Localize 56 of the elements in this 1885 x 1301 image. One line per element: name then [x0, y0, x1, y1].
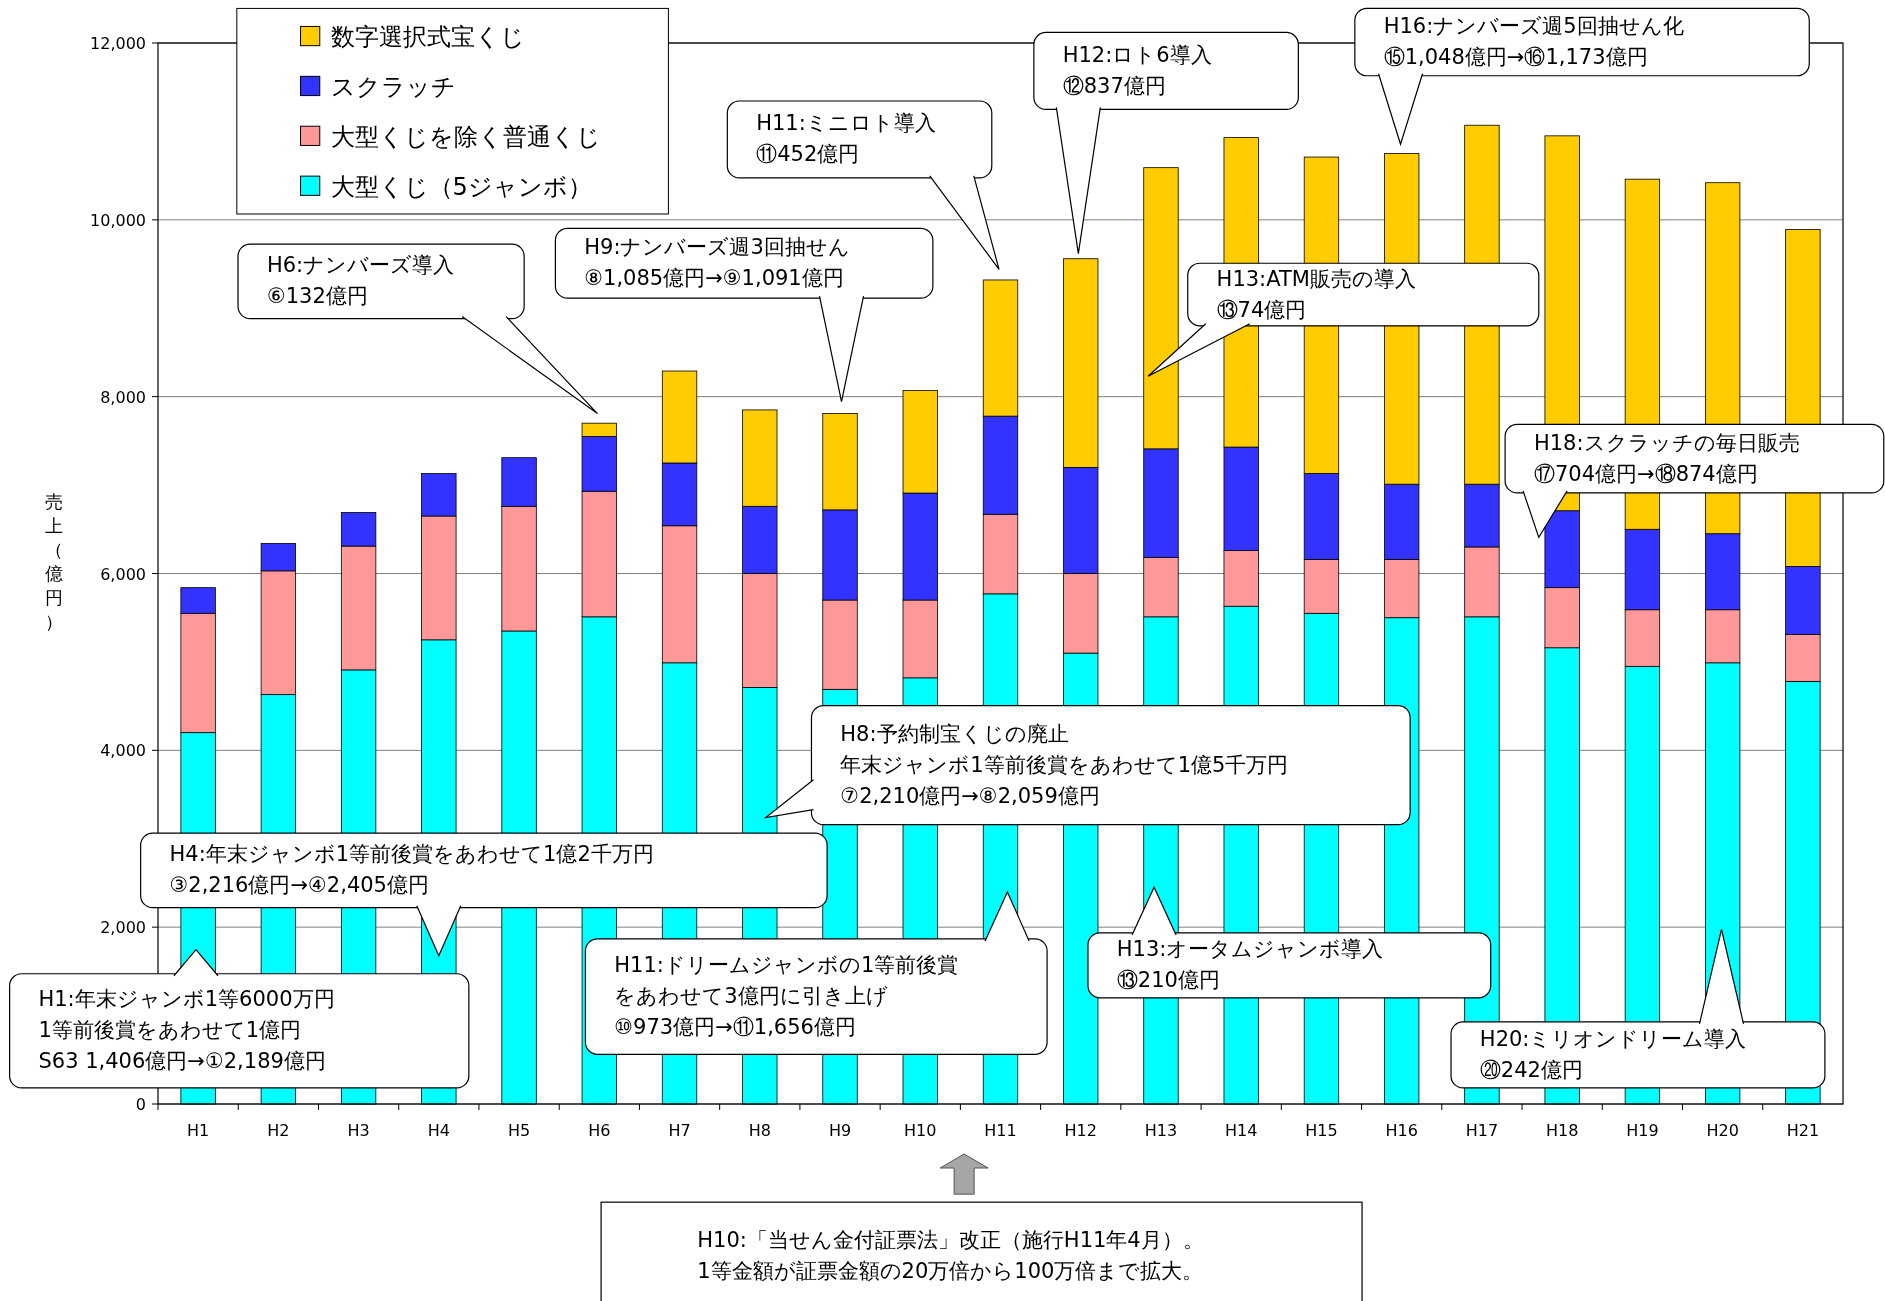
annotation: H1:年末ジャンボ1等6000万円1等前後賞をあわせて1億円S63 1,406億円→①2,189億円 — [38, 987, 335, 1074]
legend-label: 大型くじ（5ジャンボ） — [330, 172, 592, 201]
annotation: H13:ATM販売の導入⑬74億円 — [1147, 262, 1540, 377]
y-tick-label: 0 — [135, 1095, 146, 1114]
x-tick-label: H12 — [1064, 1121, 1097, 1140]
x-tick-label: H15 — [1305, 1121, 1338, 1140]
x-tick-label: H7 — [668, 1121, 691, 1140]
x-tick-label: H20 — [1706, 1121, 1739, 1140]
x-tick-label: H21 — [1786, 1121, 1820, 1140]
x-tick-label: H13 — [1144, 1121, 1178, 1140]
annotation: H20:ミリオンドリーム導入⑳242億円 — [1450, 928, 1826, 1089]
x-tick-label: H16 — [1385, 1121, 1418, 1140]
legend-label: スクラッチ — [330, 72, 456, 101]
annotation: H1:年末ジャンボ1等6000万円1等前後賞をあわせて1億円S63 1,406億円→①2,189億円 — [9, 948, 470, 1089]
x-tick-label: H4 — [427, 1121, 450, 1140]
x-tick-label: H17 — [1465, 1121, 1499, 1140]
y-tick-label: 6,000 — [100, 564, 146, 584]
annotation: H13:ATM販売の導入⑬74億円 — [1216, 266, 1416, 322]
x-tick-label: H1 — [187, 1121, 210, 1140]
annotation: H12:ロト6導入⑫837億円 — [1033, 31, 1299, 255]
legend-label: 大型くじを除く普通くじ — [330, 122, 601, 151]
annotation: H11:ミニロト導入⑪452億円 — [756, 111, 936, 167]
annotation: H9:ナンバーズ週3回抽せん⑧1,085億円→⑨1,091億円 — [584, 235, 850, 291]
x-tick-label: H10 — [904, 1121, 937, 1140]
annotation: H10:「当せん金付証票法」改正（施行H11年4月）。1等金額が証票金額の20万倍から100万倍まで拡大。 — [600, 1153, 1363, 1301]
x-tick-label: H8 — [748, 1121, 771, 1140]
y-tick-label: 4,000 — [100, 741, 146, 761]
annotation: H16:ナンバーズ週5回抽せん化⑮1,048億円→⑯1,173億円 — [1354, 7, 1810, 147]
annotation: H8:予約制宝くじの廃止年末ジャンボ1等前後賞をあわせて1億5千万円⑦2,210億円→⑧2,059億円 — [763, 705, 1411, 826]
x-tick-label: H3 — [347, 1121, 370, 1140]
x-tick-label: H9 — [828, 1121, 852, 1140]
x-tick-label: H19 — [1626, 1121, 1659, 1140]
legend-label: 数字選択式宝くじ — [330, 23, 525, 52]
x-tick-label: H6 — [588, 1121, 611, 1140]
annotation: H13:オータムジャンボ導入⑬210億円 — [1087, 885, 1492, 999]
x-tick-label: H18 — [1545, 1121, 1579, 1140]
annotation: H9:ナンバーズ週3回抽せん⑧1,085億円→⑨1,091億円 — [554, 227, 934, 403]
x-tick-label: H11 — [984, 1121, 1017, 1140]
annotation: H8:予約制宝くじの廃止年末ジャンボ1等前後賞をあわせて1億5千万円⑦2,210億円→⑧2,059億円 — [840, 721, 1289, 808]
x-tick-label: H5 — [507, 1121, 531, 1140]
y-tick-label: 12,000 — [90, 34, 146, 53]
y-tick-label: 2,000 — [100, 918, 146, 938]
annotation: H16:ナンバーズ週5回抽せん化⑮1,048億円→⑯1,173億円 — [1383, 14, 1684, 70]
x-tick-label: H2 — [267, 1121, 290, 1140]
y-tick-label: 8,000 — [100, 387, 146, 407]
annotation: H12:ロト6導入⑫837億円 — [1062, 42, 1212, 98]
annotation: H11:ドリームジャンボの1等前後賞をあわせて3億円に引き上げ⑩973億円→⑪1,656億円 — [614, 953, 959, 1040]
x-tick-label: H14 — [1225, 1121, 1258, 1140]
annotation: H11:ドリームジャンボの1等前後賞をあわせて3億円に引き上げ⑩973億円→⑪1,656億円 — [584, 890, 1048, 1055]
annotation: H13:オータムジャンボ導入⑬210億円 — [1116, 937, 1384, 993]
y-axis-title: 売上（億円） — [45, 491, 63, 632]
annotation: H20:ミリオンドリーム導入⑳242億円 — [1479, 1026, 1747, 1082]
annotation: H6:ナンバーズ導入⑥132億円 — [266, 253, 455, 309]
annotation: H18:スクラッチの毎日販売⑰704億円→⑱874億円 — [1504, 423, 1885, 539]
y-tick-label: 10,000 — [90, 210, 146, 230]
annotation: H18:スクラッチの毎日販売⑰704億円→⑱874億円 — [1533, 430, 1800, 486]
